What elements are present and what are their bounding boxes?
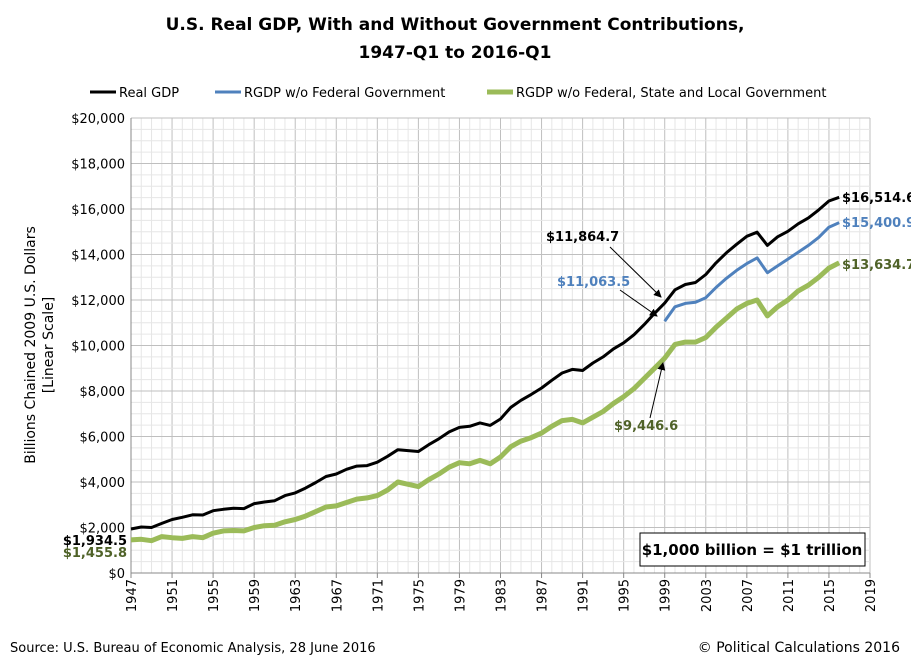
label-gdp-end: $16,514.6 [842,191,911,206]
annotation-arrows [609,246,666,419]
x-tick-label: 1979 [453,579,468,612]
x-tick-label: 2003 [700,579,715,612]
series-group [130,195,841,544]
label-gdp-start: $1,934.5 [63,534,127,549]
series-line [130,195,840,531]
axes: $0 $2,000 $4,000 $6,000 $8,000 $10,000 $12,000… [71,112,879,612]
x-tick-label: 1967 [330,579,345,612]
x-tick-label: 2011 [782,579,797,612]
x-tick-label: 1955 [207,579,222,612]
x-tick-label: 2007 [741,579,756,612]
chart-title-line-2: 1947-Q1 to 2016-Q1 [359,43,552,63]
x-tick-label: 1951 [166,579,181,612]
y-tick-label: $12,000 [71,294,125,309]
y-tick-label: $18,000 [71,158,125,173]
x-tick-label: 2019 [864,579,879,612]
x-tick-label: 1991 [577,579,592,612]
arrow-blue-1999 [619,289,658,317]
label-green-end: $13,634.7 [842,258,911,273]
legend: Real GDP RGDP w/o Federal Government RGDP … [90,86,826,101]
x-tick-label: 1947 [125,579,140,612]
y-axis-label-line-1: Billions Chained 2009 U.S. Dollars [23,226,39,464]
y-tick-label: $6,000 [80,431,126,446]
source-text: Source: U.S. Bureau of Economic Analysis… [10,641,376,656]
legend-label: Real GDP [119,86,179,101]
label-blue-end: $15,400.9 [842,216,911,231]
legend-label: RGDP w/o Federal, State and Local Govern… [516,86,826,101]
x-tick-label: 1995 [618,579,633,612]
note-text: $1,000 billion = $1 trillion [642,541,863,559]
label-blue-1999: $11,063.5 [557,275,630,290]
label-green-start: $1,455.8 [63,546,127,561]
arrow-gdp-1999 [609,246,662,298]
note-box [639,532,866,567]
legend-label: RGDP w/o Federal Government [244,86,445,101]
x-tick-label: 1983 [495,579,510,612]
x-tick-label: 1959 [248,579,263,612]
x-tick-label: 1999 [659,579,674,612]
y-tick-label: $10,000 [71,340,125,355]
y-tick-label: $8,000 [80,385,126,400]
x-tick-label: 1975 [412,579,427,612]
copyright-text: © Political Calculations 2016 [698,640,900,656]
x-tick-label: 1963 [289,579,304,612]
arrow-green-1999 [649,362,666,419]
y-tick-label: $16,000 [71,203,125,218]
label-gdp-1999: $11,864.7 [546,230,619,245]
y-tick-label: $14,000 [71,249,125,264]
y-tick-label: $2,000 [80,522,126,537]
x-tick-label: 2015 [823,579,838,612]
grid [130,117,871,574]
x-tick-label: 1971 [371,579,386,612]
chart-title-line-1: U.S. Real GDP, With and Without Governme… [166,15,745,35]
label-green-1999: $9,446.6 [614,419,678,434]
y-axis-label-line-2: [Linear Scale] [41,297,57,394]
y-axis-label: Billions Chained 2009 U.S. Dollars [Line… [23,226,57,464]
x-tick-label: 1987 [536,579,551,612]
y-tick-label: $4,000 [80,476,126,491]
y-tick-label: $20,000 [71,112,125,127]
series-line [130,260,841,544]
series-line [663,221,840,323]
y-tick-label: $0 [108,567,125,582]
